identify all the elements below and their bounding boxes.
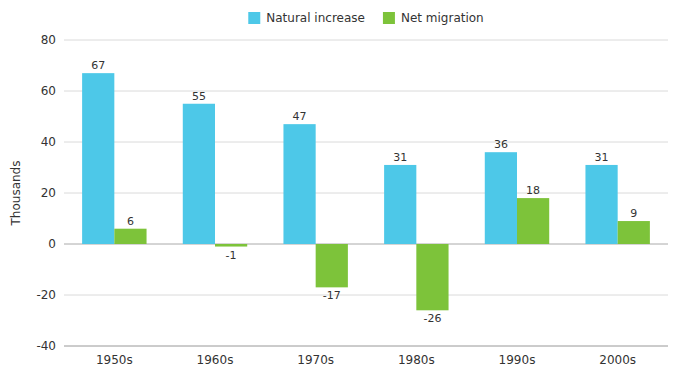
grid-line: [64, 193, 668, 194]
data-label: 36: [494, 138, 508, 151]
chart: -40 -20 0 20 40 60 80 1950s 1960s 1970s 1980s 1990s…: [0, 0, 686, 380]
chart-container: -40 -20 0 20 40 60 80 1950s 1960s 1970s 1980s 1990s…: [0, 0, 686, 380]
grid-line: [64, 91, 668, 92]
bar: [485, 152, 517, 244]
legend: Natural increase Net migration: [248, 11, 483, 25]
data-labels: 67 55 47 31 36 31 6 -1 -17 -26 18 9: [91, 59, 637, 325]
data-label: 31: [595, 151, 609, 164]
data-label: 6: [127, 215, 134, 228]
y-tick-label: -20: [36, 288, 56, 302]
legend-swatch: [383, 12, 395, 24]
y-axis-label: Thousands: [9, 161, 23, 227]
zero-line: [64, 244, 668, 245]
bar: [384, 165, 416, 244]
y-tick-label: 20: [41, 186, 56, 200]
bar: [316, 244, 348, 287]
data-label: -26: [423, 312, 441, 325]
axes: -40 -20 0 20 40 60 80 1950s 1960s 1970s 1980s 1990s…: [36, 33, 668, 368]
data-label: 67: [91, 59, 105, 72]
bar: [183, 104, 215, 244]
data-label: -1: [226, 249, 237, 262]
bars: [82, 73, 650, 310]
bar: [283, 124, 315, 244]
bar: [416, 244, 448, 310]
y-tick-label: -40: [36, 339, 56, 353]
legend-label: Natural increase: [266, 11, 365, 25]
bar: [215, 244, 247, 247]
data-label: 9: [630, 207, 637, 220]
bar: [517, 198, 549, 244]
grid-line: [64, 295, 668, 296]
grid-line: [64, 142, 668, 143]
data-label: 31: [393, 151, 407, 164]
y-tick-label: 60: [41, 84, 56, 98]
y-tick-label: 0: [48, 237, 56, 251]
grid-line: [64, 40, 668, 41]
x-tick-label: 1950s: [96, 353, 133, 367]
grid-line: [64, 346, 668, 347]
x-tick-label: 1970s: [297, 353, 334, 367]
data-label: 47: [293, 110, 307, 123]
legend-label: Net migration: [401, 11, 484, 25]
x-tick-label: 1960s: [197, 353, 234, 367]
y-tick-label: 80: [41, 33, 56, 47]
data-label: 18: [526, 184, 540, 197]
data-label: -17: [323, 289, 341, 302]
bar: [114, 229, 146, 244]
y-tick-label: 40: [41, 135, 56, 149]
x-tick-label: 1980s: [398, 353, 435, 367]
bar: [618, 221, 650, 244]
bar: [585, 165, 617, 244]
bar: [82, 73, 114, 244]
grid: [64, 40, 668, 346]
x-axis-line: [64, 346, 668, 347]
x-tick-label: 1990s: [499, 353, 536, 367]
legend-swatch: [248, 12, 260, 24]
data-label: 55: [192, 90, 206, 103]
x-tick-label: 2000s: [599, 353, 636, 367]
